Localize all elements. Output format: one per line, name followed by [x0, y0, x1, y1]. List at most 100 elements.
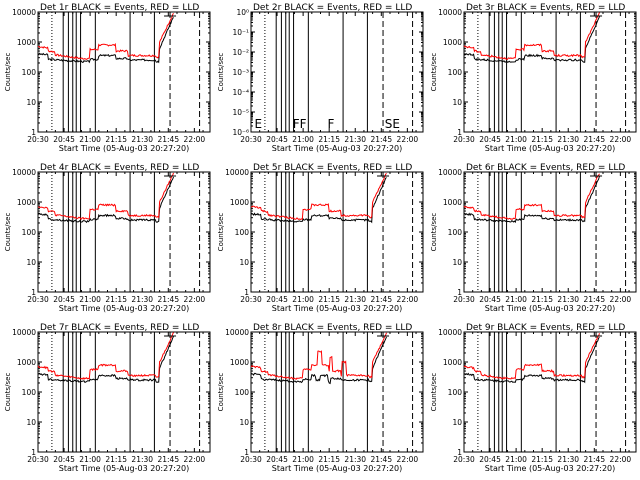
y-tick-label: 100 [22, 68, 37, 77]
x-tick-label: 21:30 [131, 455, 153, 464]
x-tick-label: 21:15 [105, 135, 127, 144]
y-tick-label: 10000 [225, 328, 249, 337]
x-tick-label: 22:00 [610, 135, 632, 144]
x-axis-label: Start Time (05-Aug-03 20:27:20) [272, 144, 403, 153]
events-series-line [463, 175, 600, 224]
y-tick-label: 1 [244, 448, 249, 457]
x-tick-label: 20:45 [479, 135, 501, 144]
events-series-line [37, 336, 174, 384]
events-series-line [37, 176, 174, 224]
plot-frame [463, 171, 637, 293]
y-tick-label: 10 [452, 418, 462, 427]
y-tick-label: 100 [448, 228, 463, 237]
flag-letter: SE [385, 117, 400, 131]
y-tick-label: 10⁻⁵ [232, 108, 249, 117]
x-tick-label: 21:45 [157, 295, 179, 304]
x-tick-label: 20:30 [453, 455, 475, 464]
events-series-line [250, 336, 387, 385]
events-series-line [250, 177, 387, 224]
y-tick-label: 10 [239, 258, 249, 267]
x-tick-label: 21:45 [370, 455, 392, 464]
x-tick-label: 22:00 [184, 135, 206, 144]
x-tick-label: 21:00 [292, 295, 314, 304]
lld-series-line [38, 172, 174, 220]
x-tick-label: 21:30 [557, 135, 579, 144]
y-tick-label: 1 [31, 128, 36, 137]
plot-frame [463, 11, 637, 133]
y-tick-label: 100 [235, 228, 250, 237]
y-tick-label: 10000 [438, 8, 462, 17]
y-axis-label: Counts/sec [4, 373, 12, 412]
x-tick-label: 21:30 [131, 135, 153, 144]
y-tick-label: 10 [452, 98, 462, 107]
y-tick-label: 10000 [12, 328, 36, 337]
panel-det-4r: Det 4r BLACK = Events, RED = LLD 1 10 100 10… [4, 163, 211, 313]
plot-frame [250, 11, 424, 133]
flag-letter: E [254, 117, 262, 131]
x-tick-label: 22:00 [397, 135, 419, 144]
y-tick-label: 10000 [12, 168, 36, 177]
panel-det-3r: Det 3r BLACK = Events, RED = LLD 1 10 100 10… [430, 3, 637, 153]
x-tick-label: 21:30 [131, 295, 153, 304]
x-tick-label: 21:30 [557, 295, 579, 304]
panel-title: Det 8r BLACK = Events, RED = LLD [253, 323, 412, 333]
plot-frame [250, 171, 424, 293]
y-tick-label: 1000 [17, 358, 36, 367]
x-tick-label: 21:00 [292, 455, 314, 464]
panel-title: Det 4r BLACK = Events, RED = LLD [40, 163, 199, 173]
panel-det-6r: Det 6r BLACK = Events, RED = LLD 1 10 100 10… [430, 163, 637, 313]
panel-det-7r: Det 7r BLACK = Events, RED = LLD 1 10 100 10… [4, 323, 211, 473]
y-tick-label: 1 [457, 448, 462, 457]
y-tick-label: 100 [22, 388, 37, 397]
panel-title: Det 2r BLACK = Events, RED = LLD [253, 3, 412, 13]
x-tick-label: 21:30 [344, 135, 366, 144]
x-tick-label: 21:00 [79, 455, 101, 464]
x-tick-label: 20:30 [240, 135, 262, 144]
panel-det-9r: Det 9r BLACK = Events, RED = LLD 1 10 100 10… [430, 323, 637, 473]
x-tick-label: 20:45 [53, 295, 75, 304]
y-tick-label: 100 [235, 388, 250, 397]
y-tick-label: 10000 [438, 328, 462, 337]
x-tick-label: 20:45 [53, 135, 75, 144]
y-axis-label: Counts/sec [430, 373, 438, 412]
x-tick-label: 21:45 [583, 135, 605, 144]
plot-frame [37, 171, 211, 293]
x-tick-label: 20:45 [266, 135, 288, 144]
lld-series-line [250, 332, 387, 380]
x-tick-label: 21:15 [531, 135, 553, 144]
y-tick-label: 1 [457, 288, 462, 297]
x-tick-label: 21:45 [157, 135, 179, 144]
flag-letter: F [300, 117, 307, 131]
y-tick-label: 10⁻⁶ [232, 128, 249, 137]
y-tick-label: 10 [26, 98, 36, 107]
y-axis-label: Counts/sec [217, 213, 225, 252]
y-tick-label: 1000 [443, 38, 462, 47]
x-tick-label: 21:00 [505, 455, 527, 464]
y-tick-label: 100 [22, 228, 37, 237]
y-tick-label: 10⁻⁴ [232, 88, 249, 97]
x-tick-label: 21:45 [583, 295, 605, 304]
x-tick-label: 20:30 [27, 135, 49, 144]
x-axis-label: Start Time (05-Aug-03 20:27:20) [485, 464, 616, 473]
lld-series-line [38, 13, 174, 60]
x-tick-label: 20:45 [479, 455, 501, 464]
y-axis-label: Counts/sec [430, 53, 438, 92]
x-tick-label: 21:15 [531, 455, 553, 464]
panel-title: Det 7r BLACK = Events, RED = LLD [40, 323, 199, 333]
y-tick-label: 1 [31, 288, 36, 297]
panel-title: Det 6r BLACK = Events, RED = LLD [466, 163, 625, 173]
y-axis-label: Counts/sec [4, 213, 12, 252]
x-axis-label: Start Time (05-Aug-03 20:27:20) [59, 464, 190, 473]
x-tick-label: 20:30 [240, 455, 262, 464]
x-axis-label: Start Time (05-Aug-03 20:27:20) [485, 144, 616, 153]
plot-frame [37, 331, 211, 453]
y-axis-label: Counts/sec [430, 213, 438, 252]
y-axis-label: Counts/sec [4, 53, 12, 92]
y-axis-label: Counts/sec [217, 53, 225, 92]
x-tick-label: 20:30 [27, 455, 49, 464]
flag-letter: F [327, 117, 334, 131]
y-tick-label: 10000 [225, 168, 249, 177]
x-tick-label: 21:00 [292, 135, 314, 144]
y-tick-label: 10 [239, 418, 249, 427]
x-tick-label: 22:00 [184, 295, 206, 304]
